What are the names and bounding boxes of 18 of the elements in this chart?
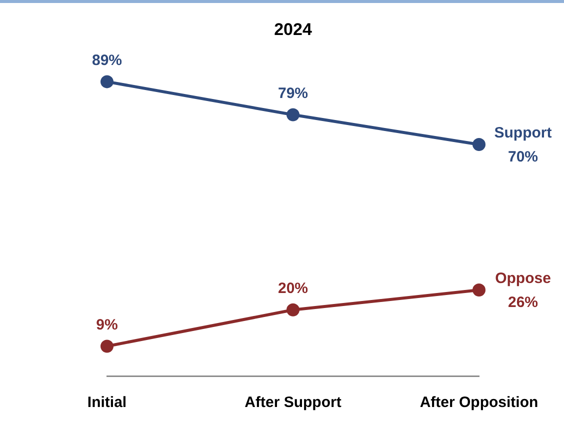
x-tick-label: After Support <box>244 394 342 412</box>
data-label: 26% <box>508 294 538 312</box>
chart-title: 2024 <box>274 20 312 39</box>
point <box>286 303 300 316</box>
data-label: 20% <box>278 280 308 298</box>
data-label: 79% <box>278 84 308 102</box>
point <box>100 340 114 353</box>
data-label: 70% <box>508 148 538 166</box>
series-label: Oppose <box>495 270 551 288</box>
series-label: Support <box>494 124 552 142</box>
point <box>286 108 300 122</box>
point <box>472 284 486 297</box>
x-tick-label: Initial <box>87 394 127 412</box>
data-label: 89% <box>92 52 122 69</box>
data-label: 9% <box>96 316 118 334</box>
point <box>100 75 114 88</box>
point <box>472 138 486 152</box>
x-tick-label: After Opposition <box>420 394 538 412</box>
